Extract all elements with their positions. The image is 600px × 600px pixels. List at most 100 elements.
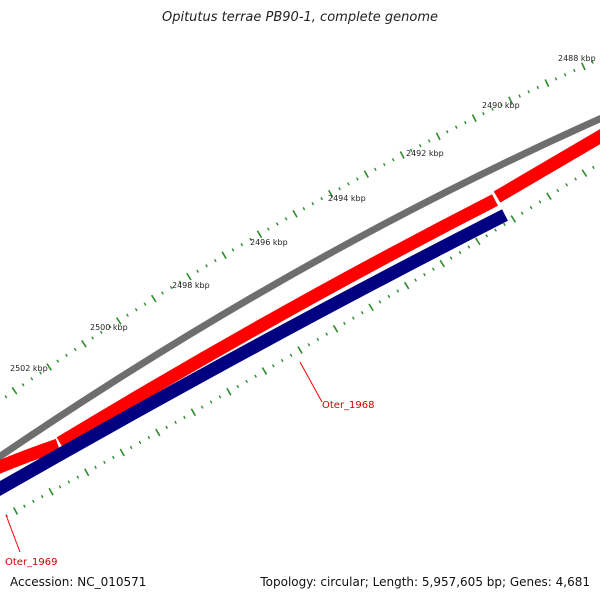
inner-tick xyxy=(439,259,446,268)
forward-gene-oter-1968 xyxy=(56,194,498,449)
outer-tick xyxy=(471,114,477,123)
outer-tick xyxy=(205,264,208,268)
outer-tick xyxy=(347,182,350,186)
outer-tick xyxy=(30,377,34,381)
inner-tick xyxy=(485,234,489,238)
outer-tick xyxy=(427,139,431,143)
inner-tick xyxy=(165,425,169,430)
outer-tick xyxy=(554,77,558,81)
forward-gene-left xyxy=(0,438,61,474)
inner-tick xyxy=(261,367,268,375)
inner-tick xyxy=(12,507,19,515)
inner-tick xyxy=(449,256,453,260)
inner-tick xyxy=(209,400,213,404)
outer-tick xyxy=(249,237,253,242)
inner-tick xyxy=(236,384,240,389)
inner-tick xyxy=(574,177,577,181)
outer-tick xyxy=(91,336,95,340)
inner-tick xyxy=(546,192,552,200)
inner-tick xyxy=(581,169,588,178)
genome-summary-text: Topology: circular; Length: 5,957,605 bp… xyxy=(260,575,590,589)
forward-gene-right xyxy=(493,129,600,203)
label-leader-oter-1968 xyxy=(299,361,323,403)
inner-tick xyxy=(218,395,222,399)
inner-tick xyxy=(343,321,346,326)
inner-tick xyxy=(510,215,517,223)
outer-tick xyxy=(221,251,227,260)
outer-tick xyxy=(186,272,192,281)
outer-tick xyxy=(196,269,200,273)
gene-label-oter-1969: Oter_1969 xyxy=(5,557,58,568)
inner-tick xyxy=(503,222,506,227)
outer-tick xyxy=(445,130,449,134)
outer-tick xyxy=(169,285,173,290)
inner-tick xyxy=(84,468,90,477)
inner-tick xyxy=(190,408,197,417)
outer-tick xyxy=(500,103,503,107)
inner-tick xyxy=(32,499,35,504)
outer-tick xyxy=(292,209,298,218)
outer-tick xyxy=(21,383,25,387)
outer-tick xyxy=(143,302,147,306)
outer-tick xyxy=(338,187,341,191)
inner-tick xyxy=(414,278,417,282)
page-title: Opitutus terrae PB90-1, complete genome xyxy=(161,10,439,25)
outer-tick xyxy=(11,387,18,395)
outer-tick xyxy=(4,395,8,399)
inner-tick xyxy=(325,332,329,336)
inner-tick xyxy=(48,487,54,496)
outer-tick xyxy=(126,313,129,317)
genome-backbone xyxy=(0,115,600,461)
outer-tick xyxy=(418,143,422,148)
reverse-gene-oter-1969 xyxy=(0,209,508,497)
inner-tick xyxy=(458,250,462,255)
inner-tick xyxy=(183,415,186,419)
inner-tick xyxy=(396,289,400,293)
outer-tick xyxy=(536,85,540,90)
inner-tick xyxy=(289,353,293,357)
outer-tick xyxy=(161,291,164,295)
outer-tick xyxy=(399,151,405,159)
outer-tick xyxy=(508,96,514,105)
outer-tick xyxy=(99,330,103,334)
outer-tick xyxy=(391,158,395,162)
outer-tick xyxy=(56,359,60,363)
outer-tick xyxy=(382,162,386,167)
inner-tick xyxy=(467,245,471,249)
inner-tick xyxy=(307,343,311,347)
outer-tick xyxy=(134,308,138,312)
outer-tick xyxy=(213,258,217,263)
outer-tick xyxy=(581,62,586,71)
inner-tick xyxy=(378,300,382,304)
inner-tick xyxy=(94,465,97,469)
tick-label-2502: 2502 kbp xyxy=(10,364,48,373)
outer-tick xyxy=(563,73,567,77)
outer-tick-ring xyxy=(4,60,594,399)
inner-tick xyxy=(423,272,426,277)
tick-label-2494: 2494 kbp xyxy=(328,194,366,203)
outer-tick xyxy=(65,353,68,357)
inner-tick xyxy=(103,460,106,465)
outer-tick xyxy=(73,347,77,352)
inner-tick xyxy=(226,387,232,396)
outer-tick xyxy=(275,222,279,226)
outer-tick xyxy=(46,363,53,371)
outer-tick xyxy=(591,60,594,64)
tick-label-2492: 2492 kbp xyxy=(406,149,444,158)
inner-tick xyxy=(23,504,26,508)
tick-label-2500: 2500 kbp xyxy=(90,323,128,332)
outer-tick xyxy=(527,90,530,94)
tick-label-2490: 2490 kbp xyxy=(482,101,520,110)
outer-tick xyxy=(573,68,576,73)
outer-tick xyxy=(327,189,334,198)
inner-tick xyxy=(147,435,151,440)
inner-tick xyxy=(280,358,284,363)
outer-tick xyxy=(463,120,467,125)
inner-tick xyxy=(67,480,71,484)
outer-tick xyxy=(231,248,235,252)
inner-tick xyxy=(155,428,161,437)
outer-tick xyxy=(454,125,458,129)
inner-tick xyxy=(431,267,435,271)
inner-tick xyxy=(174,420,177,425)
outer-tick xyxy=(267,227,270,231)
